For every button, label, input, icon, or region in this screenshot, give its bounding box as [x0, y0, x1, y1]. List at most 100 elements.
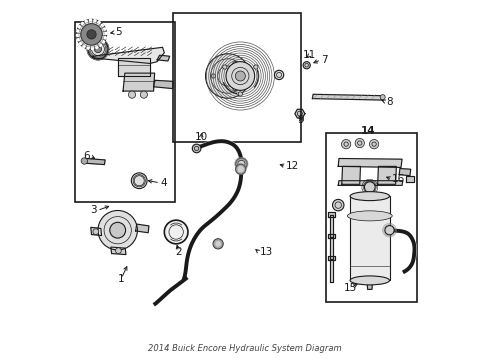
Circle shape	[235, 71, 245, 81]
Circle shape	[211, 74, 216, 78]
Circle shape	[274, 70, 284, 80]
Ellipse shape	[350, 276, 390, 285]
Ellipse shape	[347, 211, 392, 221]
Polygon shape	[92, 35, 106, 39]
Polygon shape	[84, 158, 105, 165]
Polygon shape	[399, 168, 411, 176]
Polygon shape	[330, 215, 333, 238]
Circle shape	[192, 144, 201, 153]
Circle shape	[233, 86, 237, 91]
Text: 15: 15	[344, 283, 357, 293]
Polygon shape	[338, 158, 402, 167]
Text: 7: 7	[321, 55, 328, 65]
Polygon shape	[406, 176, 414, 182]
Bar	[326, 134, 417, 302]
Text: 12: 12	[286, 161, 299, 171]
Polygon shape	[136, 224, 149, 233]
Text: 2: 2	[175, 247, 182, 257]
Polygon shape	[92, 21, 100, 35]
Circle shape	[76, 19, 107, 49]
Polygon shape	[92, 32, 107, 35]
Polygon shape	[83, 35, 92, 48]
Circle shape	[205, 54, 250, 98]
Polygon shape	[367, 280, 373, 289]
Bar	[173, 13, 300, 142]
Polygon shape	[93, 47, 164, 63]
Polygon shape	[87, 35, 92, 49]
Text: 1: 1	[118, 274, 124, 284]
Text: 5: 5	[115, 27, 122, 37]
Polygon shape	[76, 35, 92, 36]
Polygon shape	[295, 109, 305, 118]
Polygon shape	[118, 58, 150, 76]
Circle shape	[140, 91, 147, 98]
Circle shape	[236, 164, 245, 174]
Polygon shape	[328, 212, 335, 217]
Polygon shape	[81, 22, 92, 35]
Text: 13: 13	[259, 247, 272, 257]
Polygon shape	[313, 94, 382, 100]
Circle shape	[236, 158, 247, 170]
Polygon shape	[92, 35, 105, 43]
Text: 2014 Buick Encore Hydraulic System Diagram: 2014 Buick Encore Hydraulic System Diagr…	[148, 344, 342, 353]
Circle shape	[233, 62, 237, 66]
Circle shape	[128, 91, 136, 98]
Circle shape	[365, 182, 375, 193]
Polygon shape	[91, 227, 101, 235]
Circle shape	[385, 226, 394, 235]
Circle shape	[342, 139, 351, 149]
Circle shape	[380, 95, 385, 100]
Circle shape	[131, 173, 147, 189]
Polygon shape	[78, 26, 92, 35]
Circle shape	[303, 62, 310, 69]
Circle shape	[110, 222, 125, 238]
Circle shape	[81, 158, 88, 164]
Polygon shape	[123, 73, 155, 91]
Polygon shape	[111, 247, 126, 255]
Circle shape	[93, 229, 98, 234]
Polygon shape	[342, 166, 361, 184]
Text: 6: 6	[83, 151, 90, 161]
Circle shape	[98, 211, 137, 250]
Polygon shape	[92, 19, 96, 35]
Text: 3: 3	[91, 206, 97, 216]
Polygon shape	[330, 237, 333, 260]
Circle shape	[164, 220, 188, 244]
Circle shape	[88, 39, 108, 59]
Polygon shape	[92, 24, 104, 35]
Polygon shape	[92, 35, 102, 46]
Circle shape	[226, 62, 255, 90]
Text: 10: 10	[195, 132, 208, 142]
Polygon shape	[77, 35, 92, 41]
Text: 14: 14	[361, 126, 375, 135]
Circle shape	[355, 138, 365, 148]
Text: 8: 8	[386, 97, 392, 107]
Circle shape	[238, 92, 243, 96]
Polygon shape	[157, 55, 170, 61]
Bar	[74, 22, 175, 202]
Circle shape	[213, 239, 223, 249]
Ellipse shape	[350, 192, 390, 201]
Text: 4: 4	[160, 178, 167, 188]
Circle shape	[81, 24, 102, 45]
Polygon shape	[76, 30, 92, 35]
Polygon shape	[378, 166, 396, 184]
Polygon shape	[92, 35, 98, 49]
Polygon shape	[85, 20, 92, 35]
Polygon shape	[328, 234, 335, 238]
Polygon shape	[328, 256, 335, 260]
Text: 9: 9	[297, 115, 304, 125]
Polygon shape	[89, 19, 92, 35]
Circle shape	[116, 248, 122, 253]
Circle shape	[222, 65, 227, 69]
Bar	[350, 196, 390, 280]
Circle shape	[95, 45, 101, 53]
Polygon shape	[92, 28, 106, 35]
Circle shape	[254, 65, 258, 69]
Circle shape	[369, 139, 379, 149]
Text: 16: 16	[392, 174, 405, 184]
Polygon shape	[79, 35, 92, 45]
Polygon shape	[153, 80, 173, 89]
Polygon shape	[330, 259, 333, 282]
Circle shape	[87, 30, 96, 39]
